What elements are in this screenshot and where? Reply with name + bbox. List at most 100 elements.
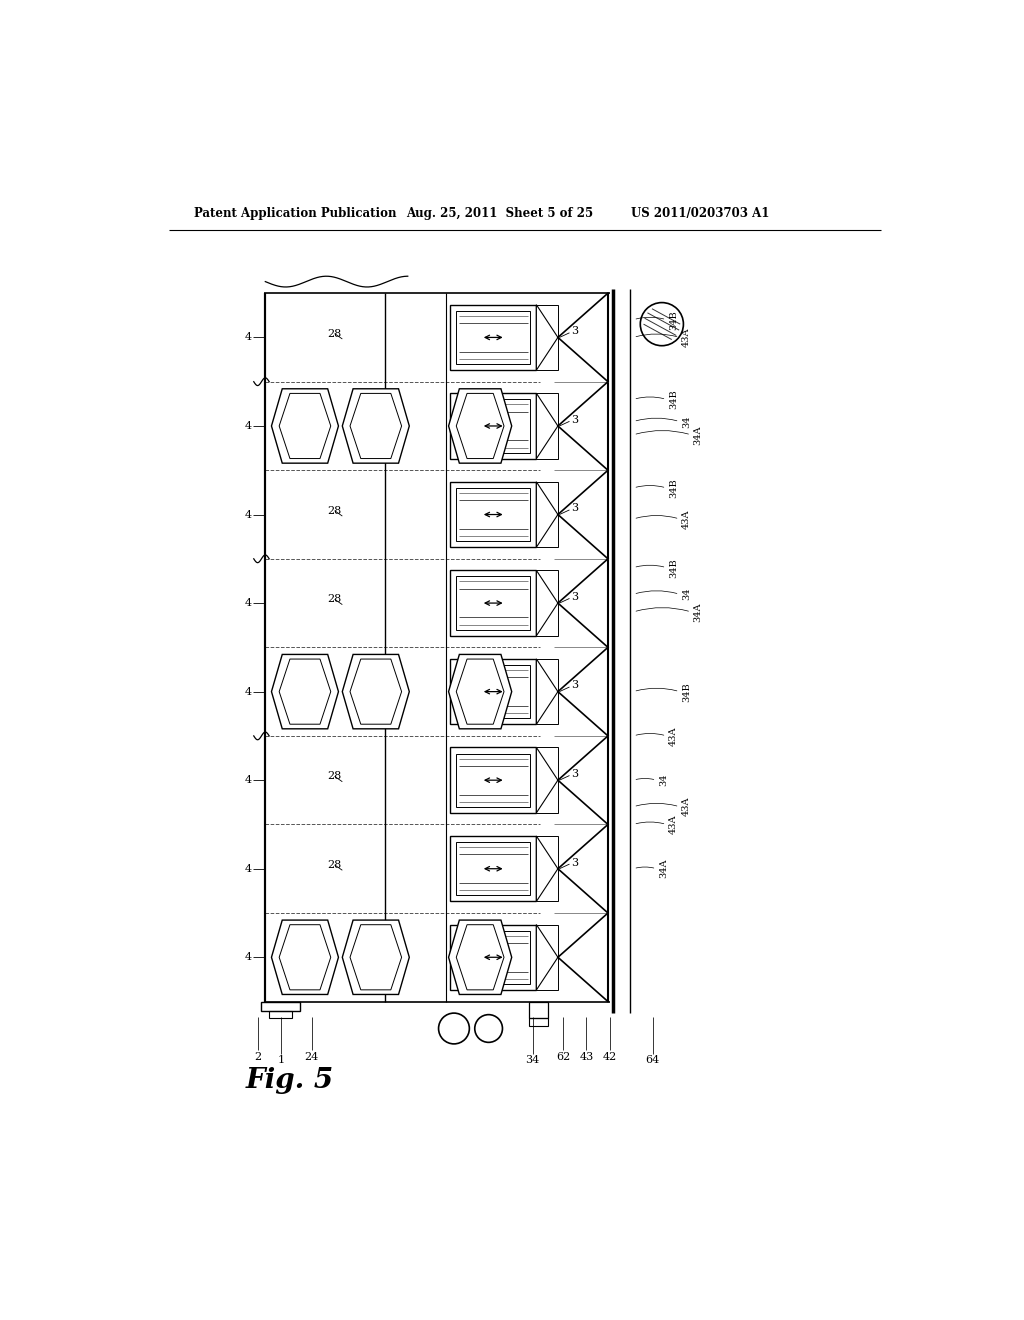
Text: 2: 2	[254, 1052, 261, 1061]
Polygon shape	[350, 659, 401, 725]
Text: 4: 4	[245, 863, 252, 874]
Text: 34B: 34B	[669, 389, 678, 409]
Text: 34B: 34B	[682, 681, 691, 701]
Bar	[457, 577, 530, 630]
Text: 64: 64	[645, 1056, 659, 1065]
Text: 4: 4	[245, 510, 252, 520]
Bar	[537, 836, 558, 902]
Bar	[537, 747, 558, 813]
Text: 3: 3	[571, 503, 579, 513]
Text: 34A: 34A	[693, 425, 702, 445]
Text: 42: 42	[602, 1052, 616, 1061]
Text: US 2011/0203703 A1: US 2011/0203703 A1	[631, 207, 769, 220]
Polygon shape	[280, 659, 331, 725]
Text: 34A: 34A	[658, 859, 668, 879]
Bar	[261, 1002, 300, 1011]
Text: 43A: 43A	[682, 797, 691, 817]
Text: 3: 3	[571, 770, 579, 779]
Polygon shape	[537, 570, 558, 636]
Text: 34A: 34A	[693, 602, 702, 622]
Text: 43A: 43A	[669, 814, 678, 834]
Bar	[537, 659, 558, 725]
Bar	[451, 924, 537, 990]
Bar	[537, 482, 558, 548]
Text: 3: 3	[571, 858, 579, 867]
Bar	[451, 482, 537, 548]
Polygon shape	[537, 305, 558, 370]
Polygon shape	[537, 836, 558, 902]
Polygon shape	[537, 482, 558, 548]
Polygon shape	[271, 920, 339, 994]
Bar	[451, 305, 537, 370]
Text: 4: 4	[245, 598, 252, 609]
Text: 34: 34	[682, 587, 691, 601]
Polygon shape	[280, 393, 331, 458]
Polygon shape	[342, 389, 410, 463]
Text: 43A: 43A	[669, 726, 678, 746]
Text: 4: 4	[245, 952, 252, 962]
Polygon shape	[350, 925, 401, 990]
Bar	[451, 659, 537, 725]
Text: 62: 62	[556, 1052, 570, 1061]
Text: 28: 28	[328, 859, 342, 870]
Text: 43A: 43A	[682, 510, 691, 529]
Text: 34B: 34B	[669, 310, 678, 330]
Polygon shape	[350, 393, 401, 458]
Bar	[537, 570, 558, 636]
Text: 34: 34	[682, 416, 691, 428]
Text: Fig. 5: Fig. 5	[246, 1067, 334, 1094]
Bar	[537, 305, 558, 370]
Text: 34B: 34B	[669, 478, 678, 498]
Bar	[457, 400, 530, 453]
Polygon shape	[457, 925, 504, 990]
Bar	[457, 842, 530, 895]
Polygon shape	[271, 389, 339, 463]
Text: 4: 4	[245, 775, 252, 785]
Polygon shape	[342, 920, 410, 994]
Text: Patent Application Publication: Patent Application Publication	[195, 207, 397, 220]
Text: 3: 3	[571, 681, 579, 690]
Text: Aug. 25, 2011  Sheet 5 of 25: Aug. 25, 2011 Sheet 5 of 25	[407, 207, 593, 220]
Text: 3: 3	[571, 326, 579, 337]
Text: 4: 4	[245, 421, 252, 430]
Text: 28: 28	[328, 594, 342, 605]
Text: 28: 28	[328, 329, 342, 338]
Polygon shape	[537, 393, 558, 459]
Polygon shape	[537, 659, 558, 725]
Polygon shape	[537, 747, 558, 813]
Polygon shape	[457, 393, 504, 458]
Text: 43: 43	[580, 1052, 594, 1061]
Bar	[451, 836, 537, 902]
Text: 24: 24	[304, 1052, 318, 1061]
Bar	[451, 747, 537, 813]
Bar	[457, 931, 530, 983]
Text: 4: 4	[245, 333, 252, 342]
Polygon shape	[449, 389, 512, 463]
Bar	[451, 393, 537, 459]
Text: 34: 34	[658, 774, 668, 787]
Text: 4: 4	[245, 686, 252, 697]
Bar	[537, 924, 558, 990]
Bar	[528, 1002, 548, 1019]
Bar	[457, 488, 530, 541]
Bar	[528, 1019, 548, 1026]
Bar	[457, 754, 530, 807]
Text: 1: 1	[278, 1056, 285, 1065]
Text: 34: 34	[525, 1056, 540, 1065]
Text: 3: 3	[571, 591, 579, 602]
Polygon shape	[280, 925, 331, 990]
Polygon shape	[449, 920, 512, 994]
Text: 43A: 43A	[682, 327, 691, 347]
Text: 28: 28	[328, 506, 342, 516]
Polygon shape	[449, 655, 512, 729]
Text: 3: 3	[571, 414, 579, 425]
Bar	[451, 570, 537, 636]
Bar	[457, 665, 530, 718]
Bar	[269, 1011, 292, 1019]
Polygon shape	[271, 655, 339, 729]
Bar	[537, 393, 558, 459]
Bar	[457, 310, 530, 364]
Polygon shape	[342, 655, 410, 729]
Text: 28: 28	[328, 771, 342, 781]
Text: 34B: 34B	[669, 558, 678, 578]
